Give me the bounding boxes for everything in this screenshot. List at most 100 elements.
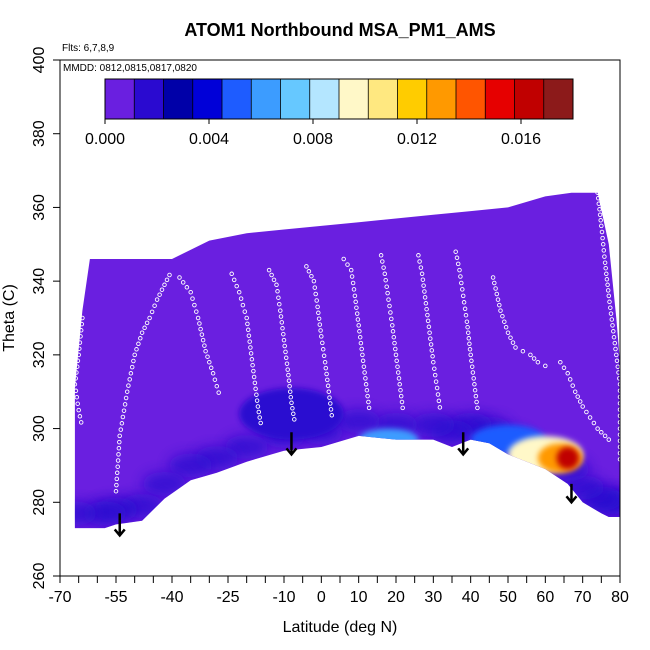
obs-point <box>599 223 604 229</box>
obs-point <box>345 262 350 267</box>
obs-point <box>608 311 614 316</box>
obs-point <box>418 265 424 270</box>
obs-point <box>77 414 83 419</box>
obs-point <box>558 359 563 365</box>
obs-point <box>580 404 585 409</box>
obs-point <box>318 328 323 333</box>
obs-point <box>278 308 283 313</box>
obs-point <box>184 285 190 290</box>
obs-point <box>200 337 206 343</box>
obs-point <box>430 354 435 359</box>
x-tick-label: -40 <box>160 589 183 606</box>
obs-point <box>617 438 620 444</box>
obs-point <box>79 321 85 327</box>
obs-point <box>469 358 474 364</box>
obs-point <box>617 444 620 450</box>
y-axis-label: Theta (C) <box>1 284 18 352</box>
obs-point <box>322 359 328 365</box>
obs-point <box>577 399 583 404</box>
field-layer <box>74 192 620 529</box>
obs-point <box>115 458 121 463</box>
obs-point <box>617 426 620 431</box>
obs-point <box>248 345 253 350</box>
obs-point <box>472 387 478 393</box>
obs-point <box>132 352 137 358</box>
obs-point <box>494 291 500 297</box>
obs-point <box>420 277 426 282</box>
obs-point <box>251 374 257 380</box>
colorbar-cell <box>339 79 369 119</box>
obs-point <box>604 271 609 277</box>
obs-point <box>591 420 597 426</box>
x-tick-label: 60 <box>536 589 554 606</box>
obs-point <box>617 457 620 462</box>
obs-point <box>113 488 119 494</box>
y-tick-label: 380 <box>31 120 48 147</box>
obs-point <box>188 289 193 295</box>
obs-point <box>72 382 78 387</box>
obs-point <box>286 378 292 383</box>
obs-point <box>129 364 135 370</box>
obs-point <box>387 303 392 309</box>
obs-point <box>366 399 371 405</box>
obs-point <box>422 295 428 300</box>
obs-point <box>245 327 251 333</box>
flights-note: Flts: 6,7,8,9 <box>62 43 115 54</box>
obs-point <box>398 393 404 399</box>
obs-point <box>255 404 261 409</box>
obs-point <box>157 292 162 297</box>
obs-point <box>320 340 325 346</box>
obs-point <box>116 445 122 451</box>
obs-point <box>281 331 286 337</box>
obs-point <box>329 413 335 418</box>
obs-point <box>256 409 262 415</box>
obs-point <box>152 303 157 308</box>
obs-point <box>274 282 279 288</box>
lower-band-cell <box>168 453 213 478</box>
obs-point <box>360 352 365 358</box>
obs-point <box>192 302 197 308</box>
obs-point <box>357 329 362 334</box>
obs-point <box>475 405 480 411</box>
obs-point <box>432 372 438 378</box>
obs-point <box>614 358 620 364</box>
field-enhancements <box>74 388 620 526</box>
obs-point <box>474 399 479 405</box>
track-7 <box>416 253 443 410</box>
obs-point <box>617 413 620 419</box>
obs-point <box>467 341 472 347</box>
obs-point <box>602 433 608 439</box>
obs-point <box>321 353 327 359</box>
obs-point <box>428 342 434 347</box>
obs-point <box>384 284 389 289</box>
track-11 <box>72 315 85 425</box>
track-1 <box>177 275 221 395</box>
obs-point <box>117 439 122 445</box>
obs-point <box>603 265 608 271</box>
colorbar-cell <box>134 79 164 119</box>
obs-point <box>78 328 84 333</box>
dates-note: MMDD: 0812,0815,0817,0820 <box>63 63 197 74</box>
obs-point <box>508 335 513 340</box>
obs-point <box>323 365 329 371</box>
obs-point <box>327 395 332 400</box>
obs-point <box>320 347 326 352</box>
track-5 <box>341 256 372 411</box>
obs-point <box>390 323 395 328</box>
obs-point <box>316 316 322 321</box>
obs-point <box>390 329 396 334</box>
obs-point <box>422 289 427 294</box>
arrow-1 <box>285 432 298 457</box>
obs-point <box>595 195 601 201</box>
obs-point <box>587 415 593 420</box>
x-tick-label: -70 <box>48 589 71 606</box>
obs-point <box>238 296 244 301</box>
obs-point <box>309 273 314 279</box>
obs-point <box>417 259 422 264</box>
obs-point <box>131 358 136 364</box>
obs-point <box>598 218 603 223</box>
obs-point <box>423 301 429 306</box>
obs-point <box>607 299 612 305</box>
obs-point <box>359 346 364 352</box>
obs-point <box>357 334 363 340</box>
